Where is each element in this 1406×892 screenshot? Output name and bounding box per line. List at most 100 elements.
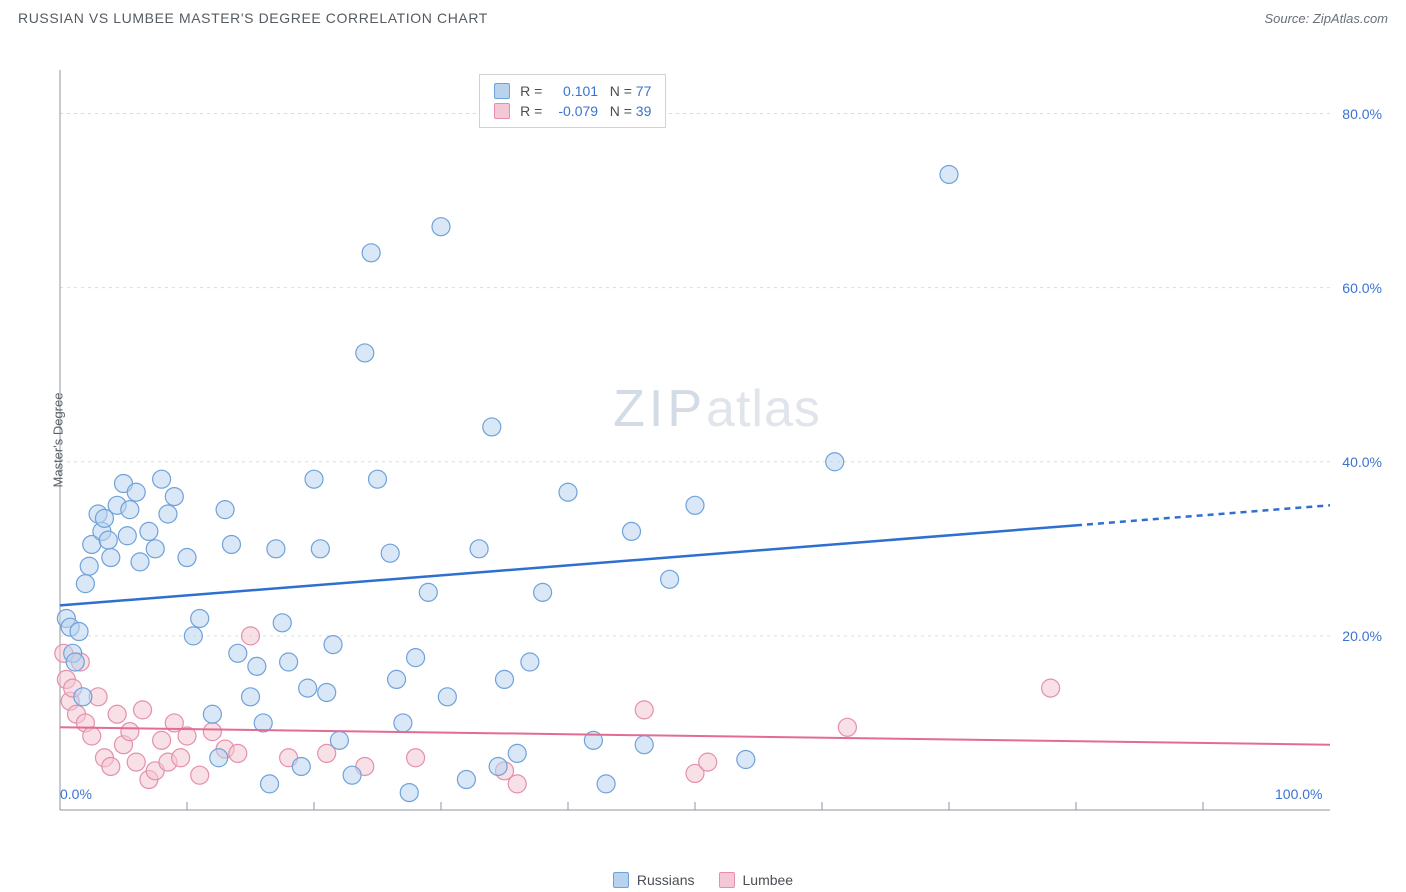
scatter-point [203,705,221,723]
scatter-point [191,609,209,627]
corr-swatch [494,103,510,119]
scatter-point [438,688,456,706]
chart-title: RUSSIAN VS LUMBEE MASTER'S DEGREE CORREL… [18,10,488,26]
scatter-point [737,751,755,769]
scatter-point [318,683,336,701]
scatter-point [1042,679,1060,697]
scatter-point [686,496,704,514]
y-tick-label: 80.0% [1342,106,1382,122]
scatter-point [940,165,958,183]
scatter-point [400,784,418,802]
scatter-point [407,749,425,767]
scatter-point [108,705,126,723]
scatter-point [496,670,514,688]
scatter-point [134,701,152,719]
scatter-point [121,501,139,519]
x-tick-label: 0.0% [60,786,92,802]
scatter-point [330,731,348,749]
scatter-point [826,453,844,471]
trend-line [60,727,1330,744]
trend-line [60,525,1076,605]
corr-legend-row: R = -0.079 N = 39 [494,101,651,121]
scatter-point [222,535,240,553]
scatter-point [153,470,171,488]
chart-container: RUSSIAN VS LUMBEE MASTER'S DEGREE CORREL… [0,0,1406,892]
scatter-point [140,522,158,540]
plot-area: Master's Degree ZIPatlas 20.0%40.0%60.0%… [48,50,1386,830]
y-axis-label: Master's Degree [51,393,66,488]
scatter-point [381,544,399,562]
scatter-point [229,644,247,662]
scatter-point [184,627,202,645]
scatter-point [343,766,361,784]
scatter-point [356,344,374,362]
scatter-point [457,771,475,789]
scatter-point [191,766,209,784]
swatch-lumbee [719,872,735,888]
scatter-point [248,657,266,675]
legend-label-russians: Russians [637,872,695,888]
scatter-point [534,583,552,601]
scatter-point [521,653,539,671]
x-tick-label: 100.0% [1275,786,1322,802]
scatter-point [76,575,94,593]
scatter-point [172,749,190,767]
scatter-point [419,583,437,601]
scatter-point [661,570,679,588]
scatter-point [369,470,387,488]
scatter-point [305,470,323,488]
corr-swatch [494,83,510,99]
scatter-point [635,701,653,719]
scatter-point [127,753,145,771]
scatter-point [267,540,285,558]
scatter-point [362,244,380,262]
scatter-point [74,688,92,706]
trend-line-dashed [1076,505,1330,525]
scatter-point [159,505,177,523]
scatter-chart [48,50,1386,830]
scatter-point [102,757,120,775]
scatter-point [210,749,228,767]
y-tick-label: 60.0% [1342,280,1382,296]
scatter-point [83,727,101,745]
scatter-point [635,736,653,754]
legend-label-lumbee: Lumbee [743,872,794,888]
scatter-point [80,557,98,575]
scatter-point [165,488,183,506]
scatter-point [99,531,117,549]
scatter-point [559,483,577,501]
scatter-point [229,744,247,762]
corr-text: R = -0.079 N = 39 [520,103,651,119]
scatter-point [838,718,856,736]
scatter-point [66,653,84,671]
scatter-point [280,653,298,671]
corr-legend-row: R = 0.101 N = 77 [494,81,651,101]
scatter-point [388,670,406,688]
scatter-point [489,757,507,775]
scatter-point [178,549,196,567]
chart-header: RUSSIAN VS LUMBEE MASTER'S DEGREE CORREL… [0,0,1406,32]
scatter-point [597,775,615,793]
chart-source: Source: ZipAtlas.com [1264,11,1388,26]
scatter-point [127,483,145,501]
scatter-point [153,731,171,749]
y-tick-label: 20.0% [1342,628,1382,644]
scatter-point [483,418,501,436]
scatter-point [508,775,526,793]
scatter-point [118,527,136,545]
scatter-point [432,218,450,236]
scatter-point [242,688,260,706]
scatter-point [273,614,291,632]
scatter-point [394,714,412,732]
scatter-point [311,540,329,558]
scatter-point [470,540,488,558]
y-tick-label: 40.0% [1342,454,1382,470]
scatter-point [216,501,234,519]
scatter-point [508,744,526,762]
corr-text: R = 0.101 N = 77 [520,83,651,99]
scatter-point [699,753,717,771]
scatter-point [299,679,317,697]
legend-lumbee: Lumbee [719,872,794,888]
correlation-legend: R = 0.101 N = 77 R = -0.079 N = 39 [479,74,666,128]
scatter-point [261,775,279,793]
